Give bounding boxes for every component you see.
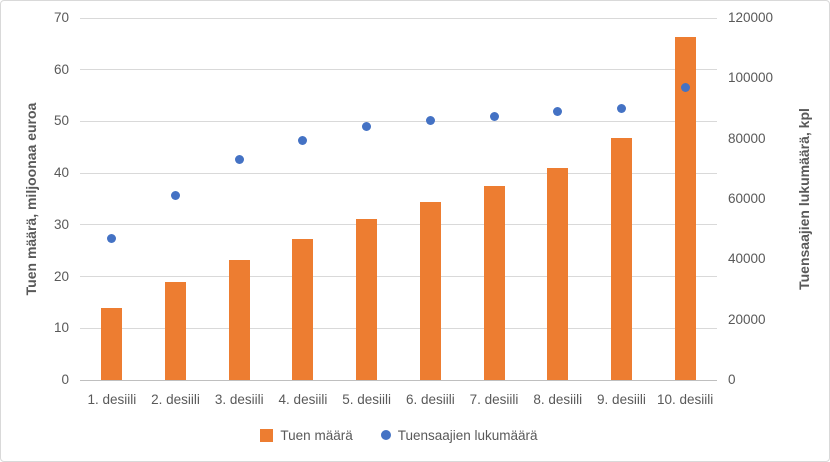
left-axis-tick-label: 40 — [53, 165, 69, 181]
x-axis-category-label: 2. desiili — [151, 392, 200, 407]
scatter-point-tuensaajien-lukumaara — [171, 191, 181, 201]
bar-tuen-maara — [419, 201, 441, 380]
scatter-point-tuensaajien-lukumaara — [680, 82, 690, 92]
left-axis-tick-label: 50 — [53, 113, 69, 129]
left-axis-tick-label: 10 — [53, 320, 69, 336]
x-axis-category-label: 10. desiili — [657, 392, 714, 407]
bar-tuen-maara — [674, 37, 696, 380]
gridline — [80, 224, 717, 226]
left-axis-tick-label: 20 — [53, 268, 69, 284]
x-axis-category-label: 9. desiili — [597, 392, 646, 407]
bar-tuen-maara — [483, 186, 505, 380]
x-axis-category-label: 8. desiili — [533, 392, 583, 407]
bar-tuen-maara — [292, 238, 314, 380]
scatter-point-tuensaajien-lukumaara — [489, 111, 499, 121]
legend-label-tuen-maara: Tuen määrä — [280, 427, 353, 443]
legend-item-tuensaajien-lukumaara: Tuensaajien lukumäärä — [380, 427, 538, 443]
x-axis-category-label: 1. desiili — [87, 392, 137, 407]
x-axis-category-label: 4. desiili — [278, 392, 328, 407]
bar-tuen-maara — [165, 281, 187, 380]
scatter-point-tuensaajien-lukumaara — [298, 135, 308, 145]
left-axis-tick-label: 70 — [53, 10, 69, 25]
right-axis-tick-label: 20000 — [728, 311, 766, 327]
scatter-series-swatch-icon — [380, 430, 391, 440]
bar-tuen-maara — [547, 168, 569, 380]
right-axis-tick-label: 100000 — [728, 70, 774, 86]
bar-tuen-maara — [228, 259, 250, 380]
legend: Tuen määrä Tuensaajien lukumäärä — [80, 425, 718, 445]
left-axis-tick-label: 30 — [53, 216, 69, 232]
right-axis-tick-label: 0 — [728, 372, 736, 387]
left-axis-tick-label: 60 — [53, 61, 69, 77]
gridline — [80, 17, 717, 19]
gridline — [80, 120, 717, 122]
scatter-point-tuensaajien-lukumaara — [616, 104, 626, 113]
right-axis-tick-label: 120000 — [728, 10, 774, 25]
scatter-point-tuensaajien-lukumaara — [425, 116, 435, 126]
legend-label-tuensaajien-lukumaara: Tuensaajien lukumäärä — [397, 427, 538, 443]
gridline — [80, 276, 717, 278]
x-axis-category-label: 3. desiili — [214, 392, 264, 407]
right-axis-tick-label: 60000 — [728, 191, 766, 206]
right-axis-tick-label: 80000 — [728, 130, 766, 146]
gridline — [80, 172, 717, 174]
scatter-point-tuensaajien-lukumaara — [553, 107, 563, 117]
scatter-point-tuensaajien-lukumaara — [107, 233, 117, 243]
bar-tuen-maara — [610, 138, 632, 380]
x-axis-category-label: 6. desiili — [405, 392, 455, 407]
gridline — [80, 69, 717, 71]
legend-item-tuen-maara: Tuen määrä — [260, 427, 353, 443]
bar-series-swatch-icon — [260, 428, 274, 442]
right-axis-tick-label: 40000 — [728, 251, 766, 267]
bar-tuen-maara — [101, 307, 123, 380]
left-axis-tick-label: 0 — [61, 372, 69, 387]
scatter-point-tuensaajien-lukumaara — [234, 155, 244, 165]
bar-tuen-maara — [356, 219, 378, 380]
x-axis-category-label: 5. desiili — [342, 392, 392, 407]
x-axis-category-label: 7. desiili — [469, 392, 519, 407]
gridline — [80, 327, 717, 329]
scatter-point-tuensaajien-lukumaara — [362, 122, 372, 132]
x-axis-line — [80, 380, 717, 381]
